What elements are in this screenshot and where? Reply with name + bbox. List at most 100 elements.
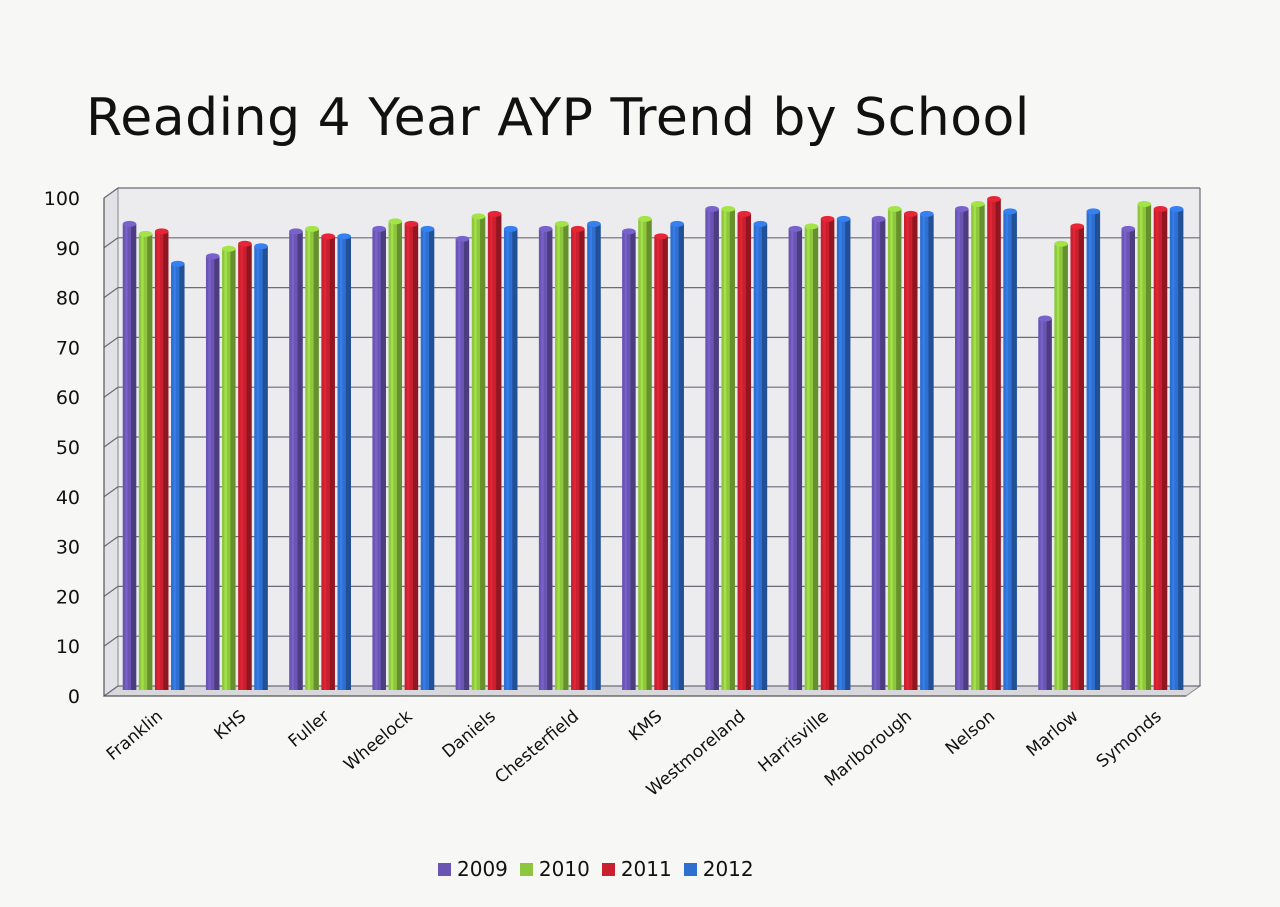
y-tick-label: 60 (56, 387, 80, 409)
bar-highlight (557, 223, 560, 690)
bar-side (1078, 226, 1084, 690)
bar-highlight (339, 236, 343, 690)
bar-top (955, 205, 969, 212)
bar-side (630, 231, 636, 690)
bar-highlight (374, 228, 378, 691)
bar-highlight (957, 208, 960, 690)
y-tick-label: 20 (56, 586, 80, 608)
bar-side (131, 223, 137, 690)
bar-side (429, 228, 435, 691)
legend-swatch (601, 862, 615, 876)
bar-highlight (756, 223, 759, 690)
bar-top (903, 210, 918, 217)
bar-highlight (390, 221, 394, 690)
bar-highlight (922, 213, 925, 691)
gridline-depth (103, 336, 119, 348)
bar-top (538, 225, 553, 232)
bar-side (796, 228, 803, 691)
bar-top (638, 215, 652, 222)
bar-highlight (490, 213, 493, 691)
x-tick-label: Fuller (285, 707, 334, 752)
bar-top (471, 213, 486, 220)
bar-side (646, 218, 652, 690)
bar-highlight (790, 228, 794, 691)
bar-highlight (573, 228, 576, 691)
bar-side (380, 228, 386, 691)
bar-top (154, 228, 169, 235)
bar-top (654, 233, 668, 240)
bar-highlight (1072, 226, 1076, 690)
bar-highlight (739, 213, 743, 691)
bar-side (979, 203, 985, 690)
bar-top (455, 235, 470, 242)
x-tick-label: Wheelock (340, 706, 416, 775)
chart-title: Reading 4 Year AYP Trend by School (86, 88, 1030, 148)
bar-top (753, 220, 768, 227)
bar-highlight (906, 213, 909, 691)
bar-highlight (240, 243, 244, 691)
bar-side (262, 246, 268, 691)
legend-label: 2012 (702, 857, 754, 881)
bar-highlight (423, 228, 426, 691)
bar-highlight (1056, 243, 1060, 691)
bar-top (1153, 205, 1168, 212)
y-tick-label: 30 (56, 537, 80, 559)
gridline-depth (103, 635, 119, 647)
bar-top (337, 233, 351, 240)
legend-swatch (683, 862, 697, 876)
bar-side (912, 213, 918, 691)
gridline-depth (103, 187, 119, 199)
gridline-depth (103, 585, 119, 597)
legend-label: 2010 (538, 857, 590, 881)
bar-side (329, 236, 335, 690)
bar-side (845, 218, 851, 690)
bar-top (820, 215, 835, 222)
bar-side (662, 236, 668, 690)
bar-top (289, 228, 303, 235)
bar-highlight (874, 218, 877, 690)
y-tick-label: 0 (68, 686, 80, 708)
bar-highlight (307, 228, 311, 691)
bar-highlight (173, 263, 176, 690)
bar-highlight (1172, 208, 1175, 690)
bar-side (1011, 211, 1017, 690)
bar-top (587, 220, 601, 227)
bar-side (512, 228, 518, 691)
bar-highlight (1123, 228, 1127, 691)
bar-top (670, 220, 684, 227)
bar-highlight (224, 248, 227, 690)
bar-side (1145, 203, 1152, 690)
bar-top (705, 205, 719, 212)
bar-top (222, 245, 236, 252)
bar-side (595, 223, 601, 690)
bar-highlight (208, 256, 211, 690)
bar-top (987, 195, 1001, 202)
bar-highlight (839, 218, 842, 690)
bar-top (305, 225, 319, 232)
bar-side (928, 213, 934, 691)
bar-top (1054, 240, 1068, 247)
bar-top (1137, 200, 1152, 207)
gridline-depth (103, 486, 119, 498)
bar-highlight (407, 223, 410, 690)
bar-side (880, 218, 886, 690)
x-tick-label: Symonds (1093, 706, 1166, 772)
legend-swatch (438, 862, 451, 876)
bar-highlight (474, 216, 477, 690)
gridline-depth (103, 386, 119, 398)
bar-top (321, 233, 335, 240)
bar-highlight (807, 226, 810, 690)
x-tick-label: Harrisville (755, 707, 833, 777)
x-tick-label: Franklin (103, 707, 167, 765)
bar-side (729, 208, 735, 690)
bar-side (896, 208, 902, 690)
y-tick-label: 10 (56, 636, 80, 658)
bar-side (813, 226, 819, 690)
bar-highlight (640, 218, 644, 690)
bar-side (1046, 318, 1052, 690)
bar-top (1121, 225, 1135, 232)
bar-side (179, 263, 185, 690)
y-tick-label: 70 (56, 337, 80, 359)
gridline-depth (103, 436, 119, 448)
